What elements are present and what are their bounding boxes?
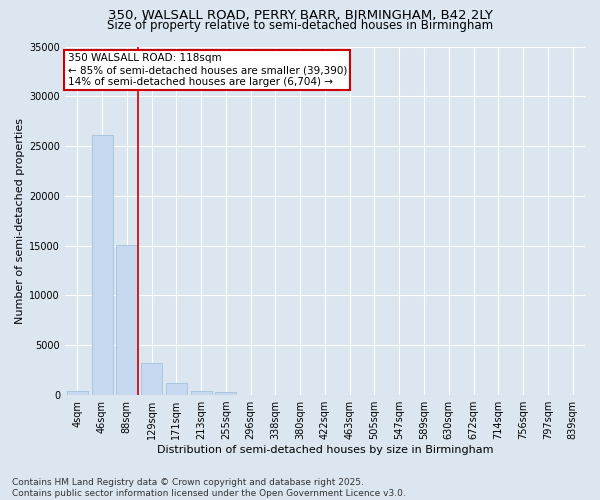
Text: Size of property relative to semi-detached houses in Birmingham: Size of property relative to semi-detach… xyxy=(107,19,493,32)
Y-axis label: Number of semi-detached properties: Number of semi-detached properties xyxy=(15,118,25,324)
Bar xyxy=(92,135,113,395)
Bar xyxy=(166,383,187,395)
Bar xyxy=(141,363,162,395)
Bar xyxy=(191,390,212,395)
Text: 350, WALSALL ROAD, PERRY BARR, BIRMINGHAM, B42 2LY: 350, WALSALL ROAD, PERRY BARR, BIRMINGHA… xyxy=(107,9,493,22)
Bar xyxy=(215,392,236,395)
Bar xyxy=(67,391,88,395)
Bar xyxy=(116,244,137,395)
X-axis label: Distribution of semi-detached houses by size in Birmingham: Distribution of semi-detached houses by … xyxy=(157,445,493,455)
Text: 350 WALSALL ROAD: 118sqm
← 85% of semi-detached houses are smaller (39,390)
14% : 350 WALSALL ROAD: 118sqm ← 85% of semi-d… xyxy=(68,54,347,86)
Text: Contains HM Land Registry data © Crown copyright and database right 2025.
Contai: Contains HM Land Registry data © Crown c… xyxy=(12,478,406,498)
